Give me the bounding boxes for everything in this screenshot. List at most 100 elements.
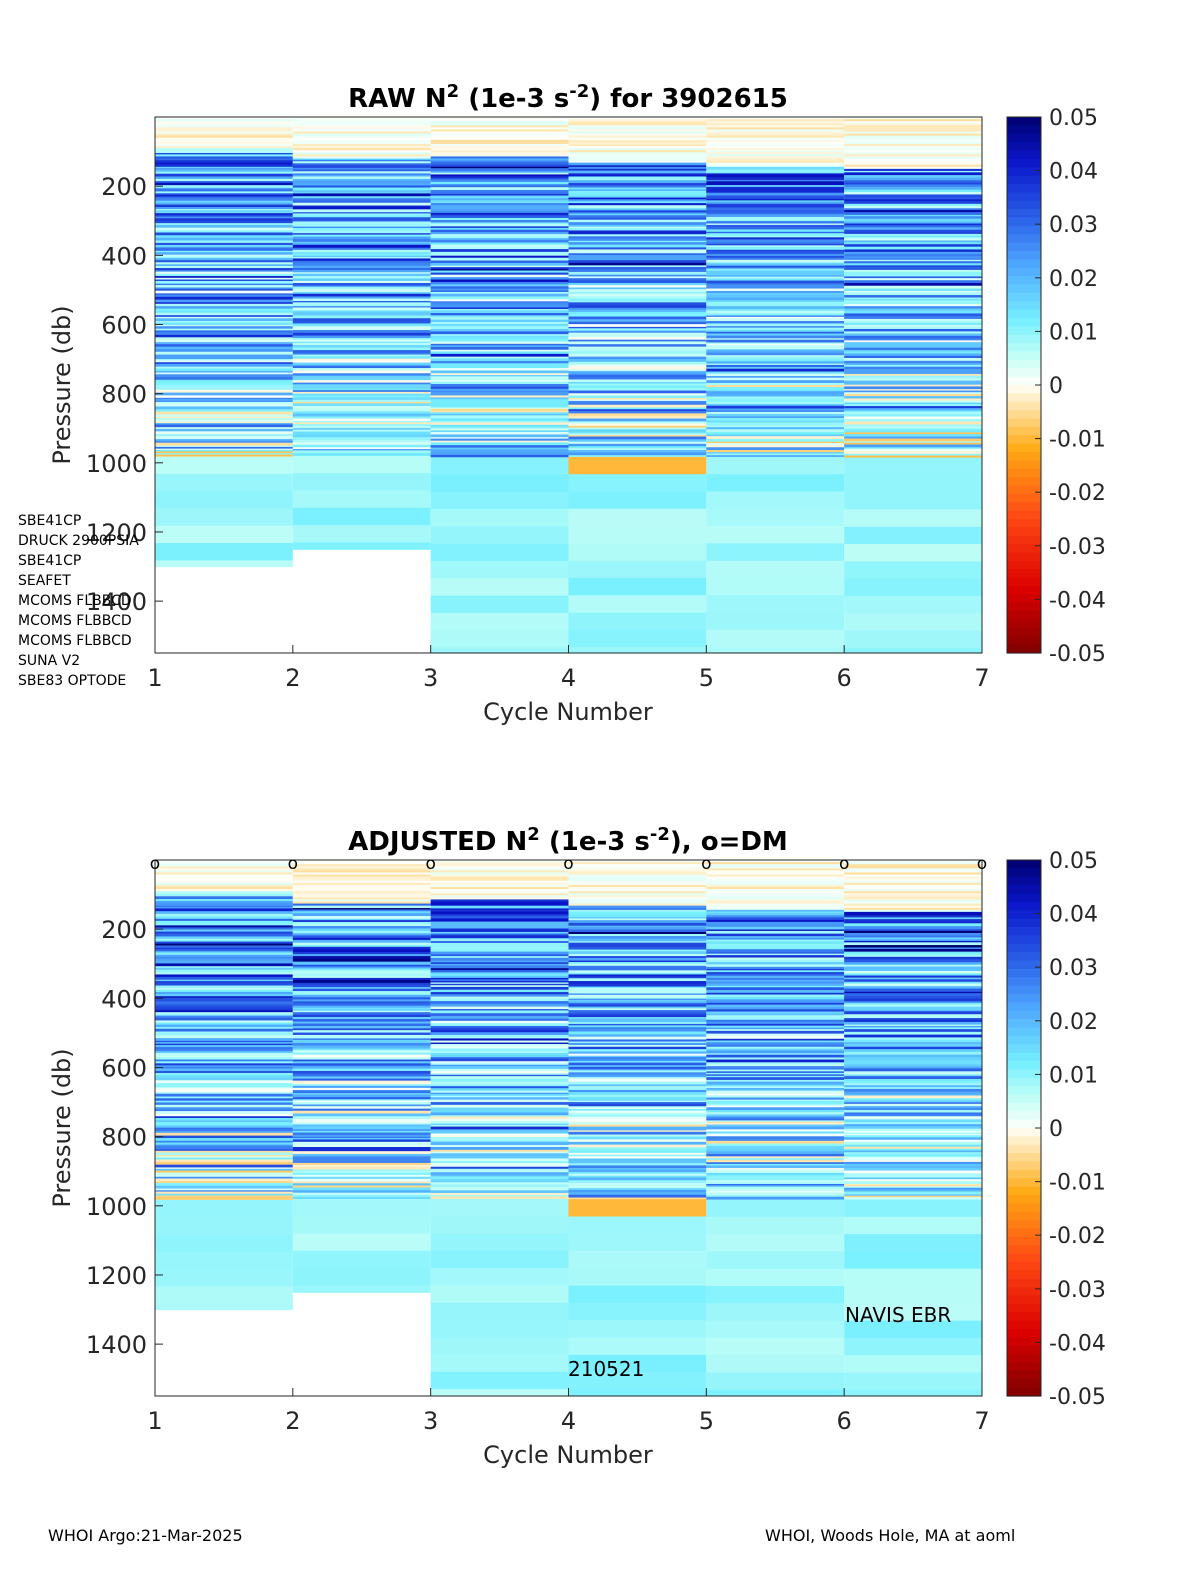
heatmap-cell [292, 154, 431, 158]
colorbar-swatch [1007, 885, 1041, 895]
heatmap-cell [430, 975, 569, 979]
heatmap-cell [706, 229, 845, 233]
heatmap-cell [844, 241, 982, 245]
heatmap-cell [292, 939, 431, 944]
heatmap-cell [292, 388, 431, 391]
colorbar-swatch [1007, 309, 1041, 319]
colorbar-swatch [1007, 142, 1041, 152]
heatmap-cell [568, 1055, 707, 1058]
heatmap-cell [706, 270, 845, 274]
heatmap-cell [568, 891, 707, 894]
heatmap-cell [430, 254, 569, 257]
heatmap-cell [844, 1234, 982, 1253]
heatmap-cell [430, 388, 569, 392]
heatmap-cell [155, 403, 293, 408]
heatmap-cell [430, 210, 569, 214]
colorbar-swatch [1007, 326, 1041, 336]
heatmap-cell [292, 1233, 431, 1252]
heatmap-cell [844, 131, 982, 135]
heatmap-cell [292, 987, 431, 990]
heatmap-cell [844, 430, 982, 433]
heatmap-cell [844, 971, 982, 975]
heatmap-cell [155, 326, 293, 330]
heatmap-cell [568, 1169, 707, 1173]
heatmap-cell [430, 994, 569, 998]
heatmap-cell [430, 866, 569, 869]
heatmap-cell [155, 1087, 293, 1091]
heatmap-cell [568, 300, 707, 303]
colorbar-swatch [1007, 259, 1041, 269]
heatmap-cell [844, 240, 982, 243]
heatmap-cell [706, 1087, 845, 1090]
heatmap-cell [292, 1116, 431, 1120]
heatmap-cell [706, 425, 845, 428]
y-tick-label: 600 [101, 311, 147, 339]
heatmap-cell [155, 1017, 293, 1022]
heatmap-cell [568, 1147, 707, 1151]
heatmap-cell [706, 930, 845, 935]
heatmap-cell [430, 1149, 569, 1153]
heatmap-cell [430, 1005, 569, 1008]
heatmap-cell [706, 288, 845, 292]
heatmap-cell [430, 287, 569, 290]
heatmap-cell [844, 457, 982, 476]
heatmap-cell [155, 860, 293, 863]
heatmap-cell [292, 413, 431, 416]
heatmap-cell [292, 448, 431, 451]
heatmap-cell [292, 171, 431, 174]
heatmap-cell [568, 595, 707, 614]
heatmap-cell [568, 1112, 707, 1115]
heatmap-cell [844, 1135, 982, 1138]
heatmap-cell [844, 962, 982, 964]
heatmap-cell [568, 866, 707, 869]
heatmap-cell [706, 223, 845, 226]
heatmap-cell [568, 415, 707, 420]
heatmap-cell [706, 191, 845, 194]
heatmap-cell [155, 242, 293, 246]
heatmap-cell [706, 414, 845, 418]
heatmap-cell [844, 1179, 982, 1182]
heatmap-cell [292, 911, 431, 914]
heatmap-cell [844, 1110, 982, 1114]
heatmap-cell [430, 491, 569, 510]
colorbar-swatch [1007, 468, 1041, 478]
heatmap-cell [430, 1018, 569, 1022]
heatmap-cell [430, 909, 569, 913]
heatmap-cell [706, 1093, 845, 1097]
heatmap-cell [155, 868, 293, 871]
heatmap-cell [155, 1156, 293, 1159]
heatmap-cell [844, 998, 982, 1001]
heatmap-cell [568, 173, 707, 176]
heatmap-cell [430, 989, 569, 993]
heatmap-cell [706, 878, 845, 882]
heatmap-cell [155, 997, 293, 1000]
heatmap-cell [706, 427, 845, 430]
heatmap-cell [292, 1131, 431, 1134]
heatmap-cell [430, 886, 569, 890]
heatmap-cell [568, 864, 707, 867]
heatmap-cell [568, 994, 707, 998]
heatmap-cell [568, 1084, 707, 1087]
heatmap-cell [706, 121, 845, 124]
heatmap-cell [568, 1099, 707, 1102]
heatmap-cell [155, 1193, 293, 1197]
heatmap-cell [568, 936, 707, 940]
heatmap-cell [292, 326, 431, 330]
heatmap-cell [568, 526, 707, 544]
y-tick-label: 1400 [86, 1331, 147, 1359]
heatmap-cell [706, 959, 845, 963]
heatmap-cell [568, 152, 707, 155]
heatmap-cell [706, 339, 845, 344]
heatmap-cell [292, 1113, 431, 1117]
heatmap-cell [706, 355, 845, 358]
heatmap-cell [844, 926, 982, 929]
heatmap-cell [155, 150, 293, 154]
heatmap-cell [706, 1303, 845, 1322]
heatmap-cell [568, 324, 707, 328]
heatmap-cell [844, 1112, 982, 1116]
heatmap-cell [568, 983, 707, 988]
colorbar-swatch [1007, 1245, 1041, 1255]
heatmap-cell [292, 139, 431, 143]
heatmap-cell [844, 369, 982, 373]
heatmap-cell [706, 173, 845, 176]
